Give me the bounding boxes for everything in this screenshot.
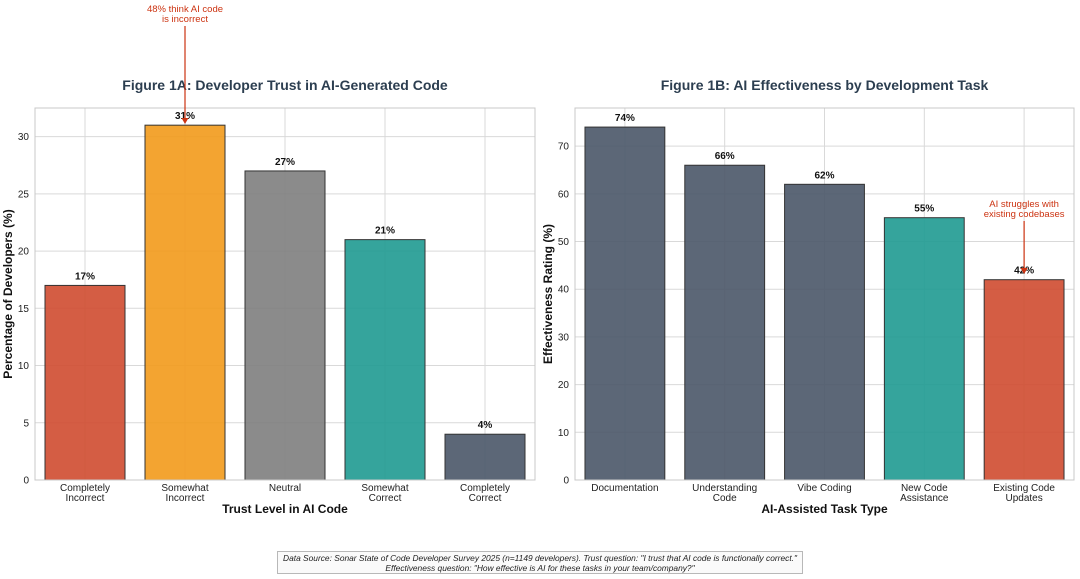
x-tick-label: Neutral (269, 483, 301, 494)
bar-value-label: 62% (814, 170, 834, 181)
bar (44, 284, 126, 481)
bar (784, 183, 865, 481)
y-axis-label: Effectiveness Rating (%) (541, 224, 555, 364)
y-tick-label: 5 (23, 418, 29, 429)
x-tick-label: Documentation (591, 483, 658, 494)
bar-value-label: 21% (375, 226, 395, 237)
plot-border (34, 107, 536, 481)
y-tick-label: 70 (558, 142, 570, 153)
chart-effectiveness: 0 10 20 30 40 50 60 70 74% Documentation 66% Unders… (541, 77, 1075, 516)
x-tick-label: Vibe Coding (797, 483, 851, 494)
y-tick-label: 10 (18, 361, 30, 372)
annotation-text: AI struggles with (989, 199, 1059, 210)
x-tick-label: Understanding (692, 483, 757, 494)
data-source-line-1: Data Source: Sonar State of Code Develop… (283, 553, 797, 563)
x-tick-label: Correct (369, 493, 402, 504)
x-tick-label: Code (713, 493, 737, 504)
x-tick-label: Correct (469, 493, 502, 504)
x-tick-label: Completely (460, 483, 510, 494)
y-tick-label: 20 (18, 247, 30, 258)
bar-value-label: 27% (275, 157, 295, 168)
y-tick-label: 0 (563, 476, 569, 487)
y-tick-label: 10 (558, 428, 570, 439)
data-source-note: Data Source: Sonar State of Code Develop… (277, 551, 803, 574)
bar (144, 124, 226, 481)
y-tick-label: 30 (18, 132, 30, 143)
x-tick-label: Incorrect (166, 493, 205, 504)
annotation-arrowhead (1020, 268, 1028, 274)
x-tick-label: Updates (1005, 493, 1042, 504)
x-tick-label: Completely (60, 483, 110, 494)
x-tick-label: Somewhat (161, 483, 208, 494)
chart-trust: 05101520253017%CompletelyIncorrect31%Som… (1, 4, 536, 516)
bar-value-label: 4% (478, 420, 493, 431)
annotation-text: 48% think AI code (147, 4, 223, 15)
bar-value-label: 17% (75, 271, 95, 282)
y-axis-label: Percentage of Developers (%) (1, 209, 15, 378)
bar (444, 433, 526, 481)
x-tick-label: Incorrect (66, 493, 105, 504)
y-tick-label: 25 (18, 189, 30, 200)
x-axis-label: Trust Level in AI Code (222, 502, 348, 516)
bar (883, 217, 965, 481)
y-tick-label: 0 (23, 476, 29, 487)
bar-value-label: 74% (615, 113, 635, 124)
x-tick-label: Existing Code (993, 483, 1055, 494)
bar-value-label: 66% (715, 151, 735, 162)
annotation-arrowhead (181, 118, 189, 124)
y-tick-label: 50 (558, 237, 570, 248)
bar (344, 239, 426, 481)
plot-border (574, 107, 1075, 481)
y-tick-label: 20 (558, 380, 570, 391)
y-tick-label: 60 (558, 189, 570, 200)
data-source-line-2: Effectiveness question: "How effective i… (385, 563, 695, 573)
x-tick-label: Somewhat (361, 483, 408, 494)
x-axis-label: AI-Assisted Task Type (761, 502, 888, 516)
annotation-text: existing codebases (984, 209, 1065, 220)
bar-value-label: 55% (914, 204, 934, 215)
y-tick-label: 30 (558, 332, 570, 343)
bar (244, 170, 326, 481)
y-tick-label: 40 (558, 285, 570, 296)
y-tick-label: 15 (18, 304, 30, 315)
bar (584, 126, 666, 481)
bar (983, 279, 1065, 481)
bar (684, 164, 766, 481)
annotation-text: is incorrect (162, 14, 208, 25)
chart-title: Figure 1B: AI Effectiveness by Developme… (661, 77, 989, 93)
chart-title: Figure 1A: Developer Trust in AI-Generat… (122, 77, 448, 93)
x-tick-label: New Code (901, 483, 948, 494)
x-tick-label: Assistance (900, 493, 949, 504)
